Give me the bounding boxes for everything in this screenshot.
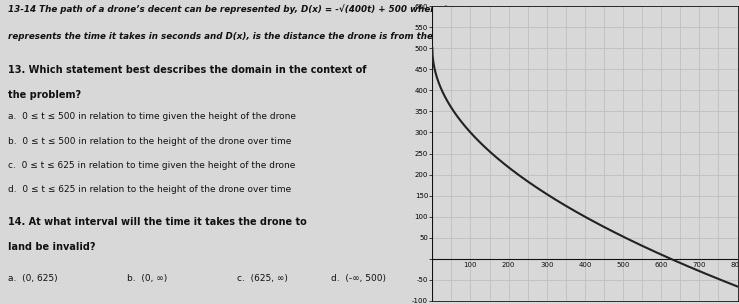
Text: 100: 100	[463, 262, 477, 268]
Text: 800: 800	[731, 262, 739, 268]
Text: 13. Which statement best describes the domain in the context of: 13. Which statement best describes the d…	[8, 65, 367, 75]
Text: 400: 400	[578, 262, 592, 268]
Text: c.  0 ≤ t ≤ 625 in relation to time given the height of the drone: c. 0 ≤ t ≤ 625 in relation to time given…	[8, 161, 296, 170]
Text: 700: 700	[692, 262, 706, 268]
Text: land be invalid?: land be invalid?	[8, 242, 95, 252]
Text: b.  (0, ∞): b. (0, ∞)	[127, 274, 167, 283]
Text: d.  0 ≤ t ≤ 625 in relation to the height of the drone over time: d. 0 ≤ t ≤ 625 in relation to the height…	[8, 185, 291, 195]
Text: 200: 200	[502, 262, 515, 268]
Text: 300: 300	[540, 262, 554, 268]
Text: a.  (0, 625): a. (0, 625)	[8, 274, 58, 283]
Text: c.  (625, ∞): c. (625, ∞)	[237, 274, 288, 283]
Text: 14. At what interval will the time it takes the drone to: 14. At what interval will the time it ta…	[8, 217, 307, 227]
Text: the problem?: the problem?	[8, 90, 81, 100]
Text: 500: 500	[616, 262, 630, 268]
Text: a.  0 ≤ t ≤ 500 in relation to time given the height of the drone: a. 0 ≤ t ≤ 500 in relation to time given…	[8, 112, 296, 122]
Text: d.  (-∞, 500): d. (-∞, 500)	[331, 274, 386, 283]
Text: 600: 600	[655, 262, 668, 268]
Text: b.  0 ≤ t ≤ 500 in relation to the height of the drone over time: b. 0 ≤ t ≤ 500 in relation to the height…	[8, 137, 291, 146]
Text: 13-14 The path of a drone’s decent can be represented by, D(x) = -√(400t) + 500 : 13-14 The path of a drone’s decent can b…	[8, 5, 448, 14]
Text: represents the time it takes in seconds and D(x), is the distance the drone is f: represents the time it takes in seconds …	[8, 32, 474, 41]
